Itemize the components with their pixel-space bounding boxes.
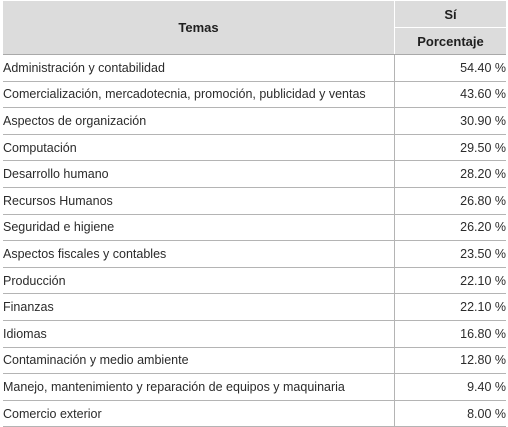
percentage-cell: 43.60 % [394,81,506,109]
table-row: Comercio exterior 8.00 % [3,400,506,427]
table-row: Idiomas 16.80 % [3,320,506,348]
topic-cell: Aspectos fiscales y contables [3,240,395,268]
topic-cell: Seguridad e higiene [3,214,395,242]
topic-cell: Aspectos de organización [3,107,395,135]
table-row: Contaminación y medio ambiente 12.80 % [3,347,506,375]
header-row-bottom: Porcentaje [3,27,506,55]
topic-cell: Administración y contabilidad [3,54,395,82]
percentage-cell: 29.50 % [394,134,506,162]
percentage-cell: 54.40 % [394,54,506,82]
percentage-cell: 28.20 % [394,160,506,188]
table-body: Administración y contabilidad 54.40 % Come… [3,54,506,427]
table-row: Aspectos de organización 30.90 % [3,107,506,135]
table-row: Aspectos fiscales y contables 23.50 % [3,240,506,268]
header-topics: Temas [3,1,395,55]
table-row: Producción 22.10 % [3,267,506,295]
table-header: Temas Sí Porcentaje [3,1,506,55]
topic-cell: Manejo, mantenimiento y reparación de eq… [3,373,395,401]
percentage-cell: 22.10 % [394,293,506,321]
table-row: Finanzas 22.10 % [3,293,506,321]
percentage-cell: 16.80 % [394,320,506,348]
topic-cell: Finanzas [3,293,395,321]
header-row-top: Temas Sí [3,1,506,55]
topic-cell: Recursos Humanos [3,187,395,215]
percentage-cell: 26.80 % [394,187,506,215]
topics-percentage-table: Temas Sí Porcentaje Administración y con… [3,1,506,427]
percentage-cell: 22.10 % [394,267,506,295]
topic-cell: Idiomas [3,320,395,348]
table-row: Administración y contabilidad 54.40 % [3,54,506,82]
header-percentage: Porcentaje [394,27,506,55]
header-si: Sí [394,1,506,28]
topic-cell: Computación [3,134,395,162]
topic-cell: Contaminación y medio ambiente [3,347,395,375]
percentage-cell: 26.20 % [394,214,506,242]
percentage-cell: 12.80 % [394,347,506,375]
table-row: Desarrollo humano 28.20 % [3,160,506,188]
percentage-cell: 23.50 % [394,240,506,268]
topic-cell: Producción [3,267,395,295]
topic-cell: Comercio exterior [3,400,395,427]
topic-cell: Desarrollo humano [3,160,395,188]
table-row: Manejo, mantenimiento y reparación de eq… [3,373,506,401]
percentage-cell: 8.00 % [394,400,506,427]
percentage-cell: 30.90 % [394,107,506,135]
table-row: Recursos Humanos 26.80 % [3,187,506,215]
table-row: Computación 29.50 % [3,134,506,162]
topic-cell: Comercialización, mercadotecnia, promoci… [3,81,395,109]
table-row: Seguridad e higiene 26.20 % [3,214,506,242]
table-row: Comercialización, mercadotecnia, promoci… [3,81,506,109]
percentage-cell: 9.40 % [394,373,506,401]
